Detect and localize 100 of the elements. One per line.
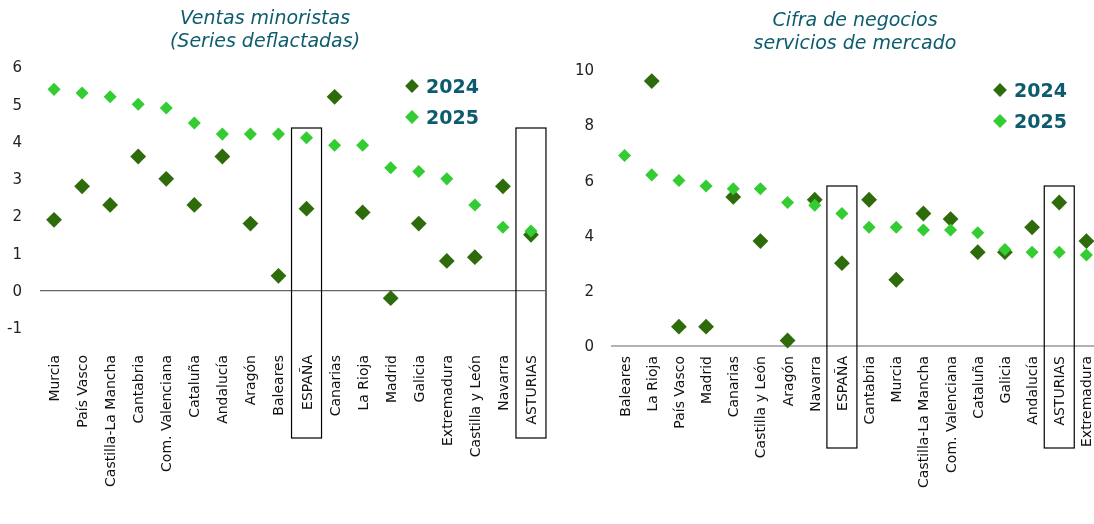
x-tick-label: ASTURIAS: [522, 354, 539, 425]
point: [942, 211, 959, 227]
x-tick-label: Extremadura: [1078, 356, 1094, 447]
point: [643, 73, 660, 89]
x-tick-label: Extremadura: [438, 355, 455, 446]
x-tick-label: ASTURIAS: [1051, 355, 1068, 426]
point: [944, 223, 958, 237]
x-tick-label: Com. Valenciana: [942, 356, 959, 473]
legend-label: 2025: [426, 105, 479, 128]
point: [438, 252, 455, 269]
y-tick-label: 0: [584, 337, 594, 356]
x-tick-label: La Rioja: [643, 356, 660, 412]
point: [440, 172, 454, 186]
point: [645, 168, 659, 182]
x-tick-label: Madrid: [382, 355, 399, 404]
chart-title: Ventas minoristas (Series deflactadas): [169, 6, 361, 51]
y-tick-label: 3: [12, 170, 22, 189]
point: [102, 197, 119, 213]
point: [671, 318, 687, 335]
point: [781, 195, 795, 209]
point: [159, 101, 173, 115]
point: [915, 205, 932, 222]
y-tick-label: 5: [12, 95, 22, 114]
y-tick-label: 2: [584, 282, 594, 301]
x-tick-label: Castilla-La Mancha: [915, 356, 932, 488]
point: [779, 332, 796, 349]
point: [300, 131, 314, 145]
x-tick-label: Aragón: [779, 356, 796, 407]
point: [672, 173, 686, 187]
point: [1025, 245, 1039, 259]
point: [834, 255, 850, 272]
x-tick-label: Cantabria: [130, 355, 147, 424]
point: [726, 182, 740, 196]
x-tick-label: Canarias: [326, 355, 343, 417]
point: [214, 148, 231, 165]
y-tick-label: 4: [12, 132, 22, 151]
point: [1052, 245, 1066, 259]
point: [971, 226, 985, 240]
y-tick-label: 6: [584, 171, 594, 190]
x-tick-label: Murcia: [888, 356, 905, 403]
point: [74, 178, 90, 195]
x-tick-label: Galicia: [410, 355, 427, 403]
point: [410, 215, 427, 232]
y-tick-label: 2: [12, 207, 22, 226]
x-tick-label: Baleares: [616, 356, 633, 417]
point: [495, 178, 511, 195]
x-tick-label: Navarra: [806, 356, 823, 412]
point: [1078, 233, 1094, 250]
x-tick-label: La Rioja: [354, 355, 371, 411]
point: [356, 138, 370, 152]
point: [384, 161, 398, 175]
point: [496, 220, 510, 234]
point: [1024, 219, 1040, 236]
point: [468, 198, 482, 212]
point: [699, 179, 713, 193]
x-tick-label: País Vasco: [74, 355, 91, 428]
point: [466, 249, 483, 266]
point: [298, 200, 315, 217]
chart-title: Cifra de negocios servicios de mercado: [753, 8, 957, 53]
point: [270, 267, 287, 284]
point: [752, 233, 769, 250]
point: [242, 215, 259, 232]
point: [243, 127, 257, 141]
point: [808, 198, 822, 212]
y-tick-label: 8: [584, 116, 594, 135]
x-tick-label: Cataluña: [186, 355, 203, 418]
x-tick-label: Com. Valenciana: [158, 355, 175, 472]
x-tick-label: ESPAÑA: [298, 354, 315, 410]
x-tick-label: Canarias: [725, 356, 742, 418]
point: [698, 318, 714, 335]
x-tick-label: Castilla y León: [752, 356, 769, 459]
legend-label: 2025: [1014, 109, 1067, 132]
y-tick-label: 6: [12, 58, 22, 77]
point: [1051, 194, 1068, 211]
point: [618, 149, 632, 163]
point: [215, 127, 229, 141]
x-tick-label: Cantabria: [861, 356, 878, 425]
point: [888, 271, 905, 288]
point: [835, 207, 849, 221]
point: [889, 220, 903, 234]
point: [916, 223, 930, 237]
point: [187, 116, 201, 130]
point: [75, 86, 89, 100]
x-tick-label: Murcia: [46, 355, 63, 402]
point: [326, 88, 343, 105]
x-tick-label: Navarra: [494, 355, 511, 411]
y-tick-label: -1: [7, 319, 22, 338]
x-tick-label: Cataluña: [969, 356, 986, 419]
x-tick-label: Aragón: [242, 355, 259, 406]
x-tick-label: Andalucía: [1024, 356, 1041, 425]
point: [412, 164, 426, 178]
y-tick-label: 1: [12, 244, 22, 263]
y-tick-label: 0: [12, 281, 22, 300]
x-tick-label: Madrid: [698, 356, 715, 405]
legend-label: 2024: [1014, 78, 1067, 101]
point: [861, 191, 877, 208]
point: [130, 148, 147, 165]
y-tick-label: 10: [574, 61, 594, 80]
point: [46, 211, 62, 228]
point: [1079, 248, 1093, 262]
